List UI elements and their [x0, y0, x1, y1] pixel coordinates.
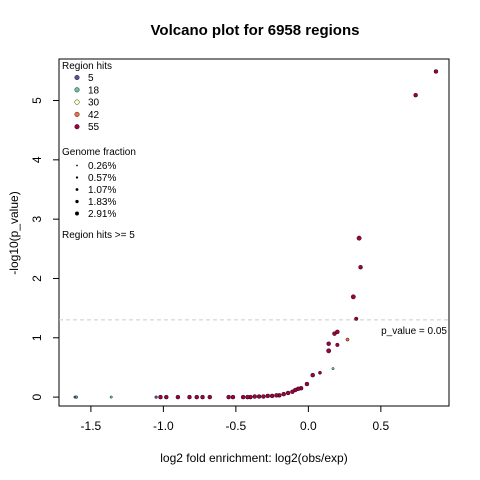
data-point: [245, 394, 250, 400]
data-point: [256, 394, 262, 399]
y-tick-label: 4: [30, 156, 44, 163]
legend-fraction-label: 0.57%: [88, 173, 116, 184]
x-tick-label: -1.0: [153, 419, 174, 433]
y-tick-label: 5: [30, 97, 44, 104]
data-point: [158, 394, 163, 400]
y-tick-label: 1: [30, 334, 44, 341]
data-point: [281, 391, 286, 397]
legend-hits-swatch: [74, 99, 80, 105]
data-point: [265, 393, 270, 399]
data-point: [252, 394, 257, 399]
x-tick-label: 0.0: [300, 419, 317, 433]
data-point: [413, 92, 418, 98]
y-axis-label: -log10(p_value): [7, 191, 21, 274]
data-point: [331, 367, 335, 371]
legend-fraction-swatch: [75, 188, 79, 191]
legend-hits-swatch: [74, 111, 80, 117]
legend-hits-title: Region hits: [62, 61, 112, 72]
y-axis: 0 1 2 3 4 5: [30, 97, 60, 400]
data-point: [335, 342, 340, 347]
legend-fraction-swatch: [75, 176, 79, 179]
data-point: [335, 329, 340, 335]
data-point: [345, 337, 350, 342]
data-point: [73, 395, 77, 399]
data-point: [326, 341, 331, 346]
legend-hits-swatch: [74, 74, 80, 80]
legend-note: Region hits >= 5: [62, 230, 135, 241]
data-point: [240, 394, 246, 400]
legend-fraction-label: 0.26%: [88, 161, 116, 172]
data-point: [310, 372, 315, 378]
data-point: [109, 395, 113, 399]
data-point: [207, 394, 212, 400]
legend-hits-label: 55: [88, 122, 100, 133]
data-point: [164, 394, 169, 400]
data-points: [73, 69, 439, 400]
y-tick-label: 3: [30, 215, 44, 222]
legend-hits-label: 5: [88, 73, 94, 84]
y-tick-label: 2: [30, 275, 44, 282]
data-point: [358, 265, 363, 270]
data-point: [226, 394, 231, 400]
data-point: [274, 393, 279, 398]
data-point: [326, 348, 332, 354]
data-point: [354, 316, 359, 321]
legend-fraction-label: 2.91%: [88, 209, 116, 220]
legend-genome-fraction: Genome fraction 0.26%0.57%1.07%1.83%2.91…: [62, 147, 136, 220]
legend-fraction-label: 1.83%: [88, 197, 116, 208]
x-tick-label: 0.5: [373, 419, 390, 433]
data-point: [261, 394, 266, 399]
data-point: [194, 394, 199, 400]
x-axis: -1.5 -1.0 -0.5 0.0 0.5: [81, 405, 390, 433]
legend-hits-swatch: [74, 87, 80, 93]
legend-hits-label: 42: [88, 110, 100, 121]
data-point: [290, 389, 295, 394]
data-point: [285, 390, 291, 396]
legend-hits-label: 30: [88, 98, 100, 109]
legend-fraction-label: 1.07%: [88, 185, 116, 196]
data-point: [187, 394, 192, 400]
data-point: [200, 394, 205, 400]
legend-hits-label: 18: [88, 85, 100, 96]
data-point: [175, 394, 181, 400]
data-point: [433, 69, 439, 74]
data-point: [304, 381, 310, 387]
legend-fraction-swatch: [76, 164, 78, 167]
x-tick-label: -1.5: [81, 419, 102, 433]
data-point: [356, 235, 362, 241]
chart-title: Volcano plot for 6958 regions: [151, 22, 360, 39]
legend-hits-swatch: [74, 124, 80, 130]
legend-fraction-swatch: [75, 211, 79, 216]
data-point: [318, 370, 322, 375]
legend-fraction-title: Genome fraction: [62, 147, 136, 158]
threshold-label: p_value = 0.05: [381, 326, 447, 337]
legend-fraction-swatch: [75, 199, 79, 204]
data-point: [154, 395, 158, 399]
y-tick-label: 0: [30, 393, 44, 400]
x-tick-label: -0.5: [226, 419, 247, 433]
x-axis-label: log2 fold enrichment: log2(obs/exp): [160, 451, 347, 465]
data-point: [230, 394, 236, 400]
data-point: [269, 393, 275, 399]
data-point: [350, 294, 356, 300]
